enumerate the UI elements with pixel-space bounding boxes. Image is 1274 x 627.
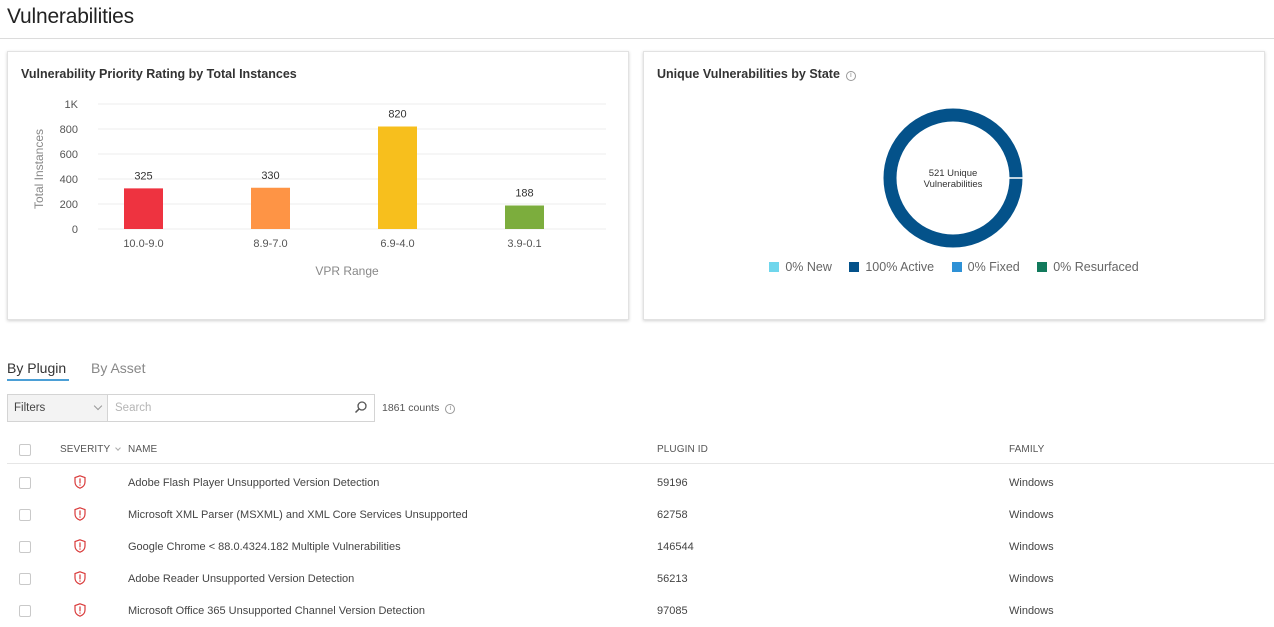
row-plugin-id: 146544: [657, 541, 694, 553]
row-checkbox[interactable]: [19, 605, 31, 617]
select-all-checkbox[interactable]: [19, 444, 31, 456]
tab-by-asset[interactable]: By Asset: [91, 360, 146, 376]
row-name: Adobe Reader Unsupported Version Detecti…: [128, 573, 355, 585]
x-tick-label: 6.9-4.0: [380, 238, 414, 250]
header-severity-label: Severity: [60, 444, 111, 455]
vpr-card-title: Vulnerability Priority Rating by Total I…: [21, 67, 297, 81]
row-checkbox[interactable]: [19, 477, 31, 489]
legend-swatch-resurfaced: [1037, 262, 1048, 272]
chevron-down-icon: [93, 401, 103, 411]
table-row[interactable]: Microsoft Office 365 Unsupported Channel…: [7, 595, 1274, 627]
header-plugin-id[interactable]: Plugin ID: [657, 444, 708, 455]
bar: [124, 188, 163, 229]
y-tick-label: 200: [60, 199, 78, 211]
y-tick-label: 600: [60, 149, 78, 161]
sort-chevron-icon: [115, 445, 122, 451]
y-tick-label: 400: [60, 174, 78, 186]
state-chart-card: Unique Vulnerabilities by State i 521 Uni…: [643, 51, 1265, 320]
search-input[interactable]: [109, 395, 349, 421]
legend-swatch-new: [769, 262, 780, 272]
row-family: Windows: [1009, 573, 1054, 585]
y-tick-label: 0: [72, 224, 78, 236]
legend-swatch-fixed: [951, 262, 962, 272]
state-card-title-text: Unique Vulnerabilities by State: [657, 67, 840, 81]
legend-item-new[interactable]: 0% New: [769, 260, 832, 274]
x-tick-label: 8.9-7.0: [253, 238, 287, 250]
shield-icon: [74, 475, 86, 489]
result-count: 1861 counts i: [382, 402, 456, 414]
shield-icon: [74, 539, 86, 553]
row-family: Windows: [1009, 541, 1054, 553]
legend-item-active[interactable]: 100% Active: [849, 260, 934, 274]
row-family: Windows: [1009, 477, 1054, 489]
bar-value-label: 325: [134, 170, 152, 182]
row-plugin-id: 62758: [657, 509, 688, 521]
row-plugin-id: 59196: [657, 477, 688, 489]
legend-label-new: 0% New: [785, 260, 832, 274]
row-name: Microsoft XML Parser (MSXML) and XML Cor…: [128, 509, 468, 521]
vpr-chart-card: Vulnerability Priority Rating by Total I…: [7, 51, 629, 320]
search-icon[interactable]: [354, 400, 368, 414]
state-donut-chart: 521 Unique Vulnerabilities: [883, 108, 1024, 248]
legend-label-active: 100% Active: [865, 260, 935, 274]
bar-value-label: 820: [388, 109, 406, 121]
vpr-bar-chart: 0 200 400 600 800 1K 325 10.0-9.0 330 8.9-7.0 820 6…: [32, 99, 606, 278]
table-row[interactable]: Microsoft XML Parser (MSXML) and XML Cor…: [7, 499, 1274, 531]
active-tab-underline: [7, 379, 69, 381]
x-axis-label: VPR Range: [315, 264, 379, 278]
y-tick-label: 800: [60, 124, 78, 136]
title-divider: [0, 38, 1274, 39]
shield-icon: [74, 507, 86, 521]
donut-center-line-2: Vulnerabilities: [924, 179, 983, 190]
row-checkbox[interactable]: [19, 573, 31, 585]
shield-icon: [74, 603, 86, 617]
result-count-text: 1861 counts: [382, 402, 440, 414]
table-row[interactable]: Google Chrome < 88.0.4324.182 Multiple V…: [7, 531, 1274, 563]
legend-item-fixed[interactable]: 0% Fixed: [951, 260, 1020, 274]
row-name: Adobe Flash Player Unsupported Version D…: [128, 477, 380, 489]
bar-value-label: 188: [515, 188, 533, 200]
table-header: Severity Name Plugin ID Family: [7, 438, 1274, 464]
bar: [378, 126, 417, 229]
page-title: Vulnerabilities: [7, 5, 134, 28]
x-tick-label: 10.0-9.0: [123, 238, 163, 250]
row-checkbox[interactable]: [19, 509, 31, 521]
row-checkbox[interactable]: [19, 541, 31, 553]
row-family: Windows: [1009, 509, 1054, 521]
header-name[interactable]: Name: [128, 444, 158, 455]
donut-center-line-1: 521 Unique: [929, 168, 978, 179]
counts-info-icon[interactable]: i: [445, 404, 456, 414]
filters-dropdown[interactable]: Filters: [8, 395, 108, 421]
row-plugin-id: 56213: [657, 573, 688, 585]
bar-value-label: 330: [261, 170, 279, 182]
header-severity[interactable]: Severity: [60, 444, 122, 455]
y-tick-label: 1K: [65, 99, 79, 111]
tab-by-plugin[interactable]: By Plugin: [7, 360, 67, 376]
filter-bar: Filters: [7, 394, 375, 422]
y-axis-label: Total Instances: [32, 129, 46, 209]
legend-item-resurfaced[interactable]: 0% Resurfaced: [1037, 260, 1139, 274]
state-card-title: Unique Vulnerabilities by State i: [657, 67, 856, 81]
table-row[interactable]: Adobe Reader Unsupported Version Detecti…: [7, 563, 1274, 595]
row-name: Google Chrome < 88.0.4324.182 Multiple V…: [128, 541, 401, 553]
state-legend: 0% New 100% Active 0% Fixed 0% Resurface…: [644, 260, 1264, 274]
bar: [505, 205, 544, 229]
legend-label-fixed: 0% Fixed: [967, 260, 1020, 274]
filters-label: Filters: [14, 402, 46, 414]
header-family[interactable]: Family: [1009, 444, 1045, 455]
shield-icon: [74, 571, 86, 585]
table-row[interactable]: Adobe Flash Player Unsupported Version D…: [7, 467, 1274, 499]
row-family: Windows: [1009, 605, 1054, 617]
legend-swatch-active: [849, 262, 860, 272]
x-tick-label: 3.9-0.1: [507, 238, 541, 250]
bar: [251, 187, 290, 229]
legend-label-resurfaced: 0% Resurfaced: [1053, 260, 1139, 274]
info-icon[interactable]: i: [845, 71, 856, 81]
row-plugin-id: 97085: [657, 605, 688, 617]
row-name: Microsoft Office 365 Unsupported Channel…: [128, 605, 425, 617]
